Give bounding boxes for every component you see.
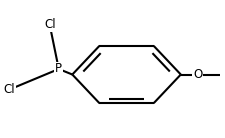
Text: P: P	[55, 63, 62, 75]
Text: Cl: Cl	[44, 18, 55, 31]
Text: O: O	[192, 68, 201, 81]
Text: Cl: Cl	[3, 83, 15, 96]
